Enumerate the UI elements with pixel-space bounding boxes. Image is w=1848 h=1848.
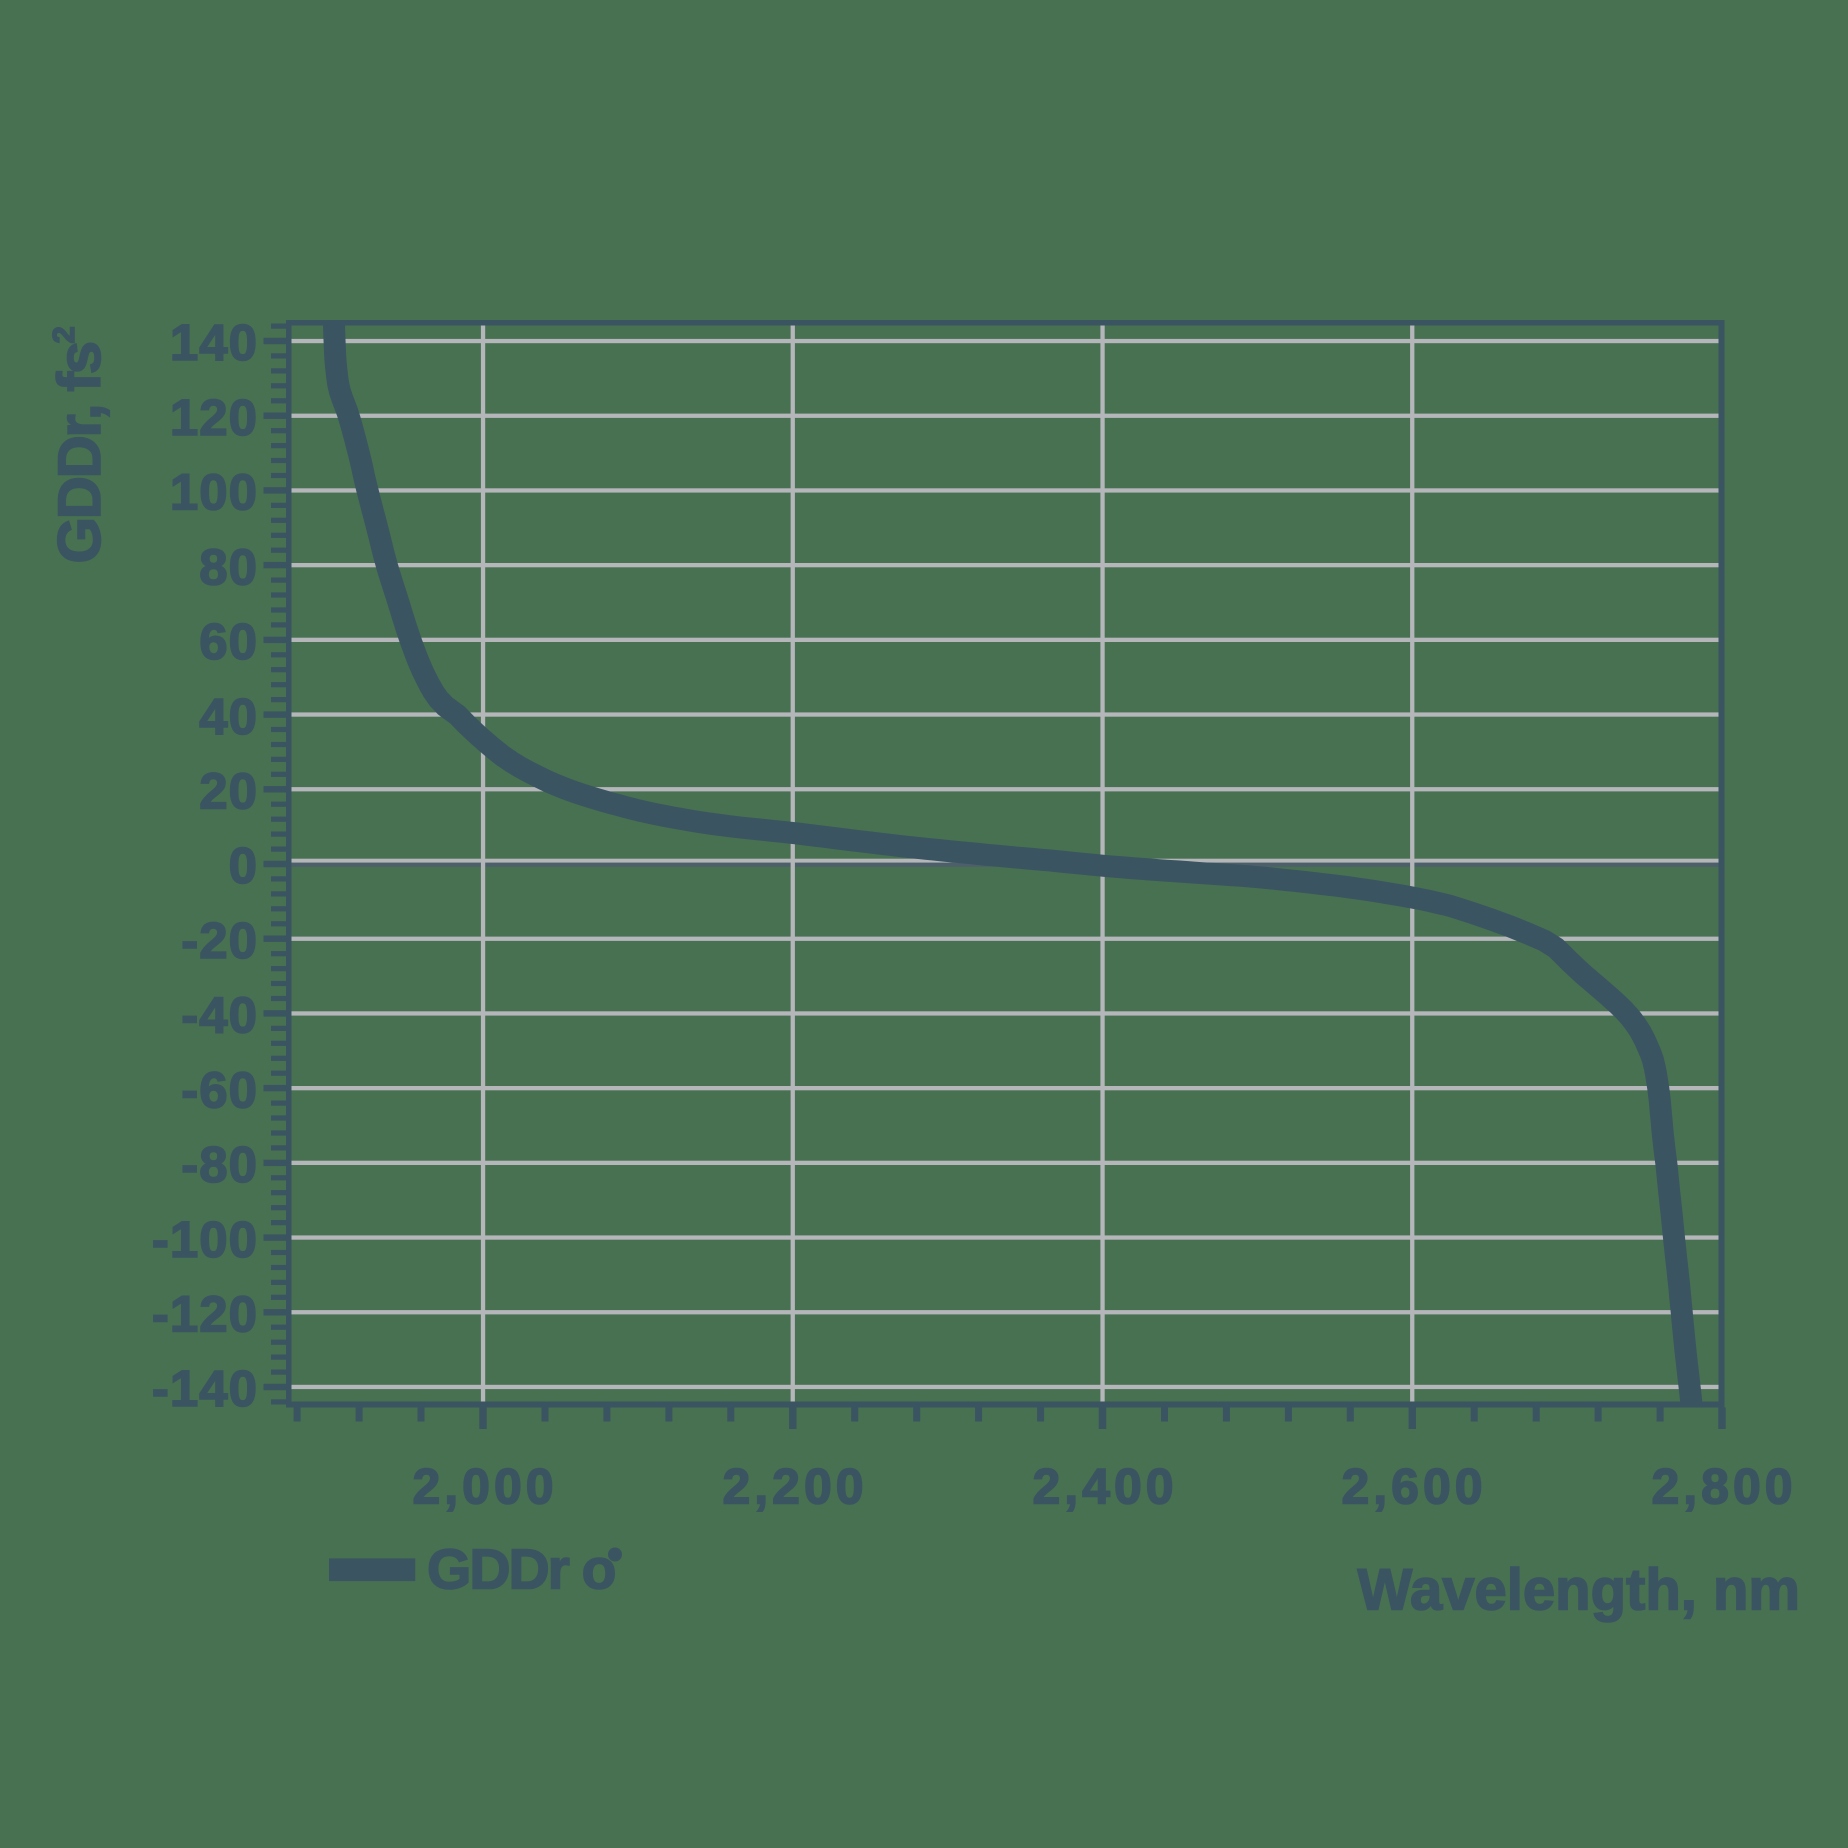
svg-text:60: 60 <box>199 613 258 670</box>
svg-text:GDDr o: GDDr o <box>427 1538 615 1602</box>
svg-text:2,400: 2,400 <box>1032 1459 1177 1515</box>
svg-text:2,200: 2,200 <box>722 1459 867 1515</box>
svg-text:2,800: 2,800 <box>1651 1459 1796 1515</box>
svg-text:20: 20 <box>199 763 258 820</box>
svg-text:2,000: 2,000 <box>412 1459 557 1515</box>
svg-text:2,600: 2,600 <box>1341 1459 1486 1515</box>
svg-text:-100: -100 <box>152 1211 258 1268</box>
svg-text:100: 100 <box>170 464 258 521</box>
svg-text:0: 0 <box>229 837 258 894</box>
svg-text:-120: -120 <box>152 1286 258 1343</box>
svg-text:-40: -40 <box>181 987 258 1044</box>
svg-text:-60: -60 <box>181 1061 258 1118</box>
svg-text:-140: -140 <box>152 1360 258 1417</box>
svg-text:40: 40 <box>199 688 258 745</box>
svg-text:120: 120 <box>170 389 258 446</box>
svg-text:140: 140 <box>170 314 258 371</box>
svg-text:80: 80 <box>199 538 258 595</box>
svg-text:GDDr, fs2: GDDr, fs2 <box>46 327 113 563</box>
svg-text:Wavelength, nm: Wavelength, nm <box>1357 1558 1800 1623</box>
svg-text:-80: -80 <box>181 1136 258 1193</box>
svg-text:-20: -20 <box>181 912 258 969</box>
